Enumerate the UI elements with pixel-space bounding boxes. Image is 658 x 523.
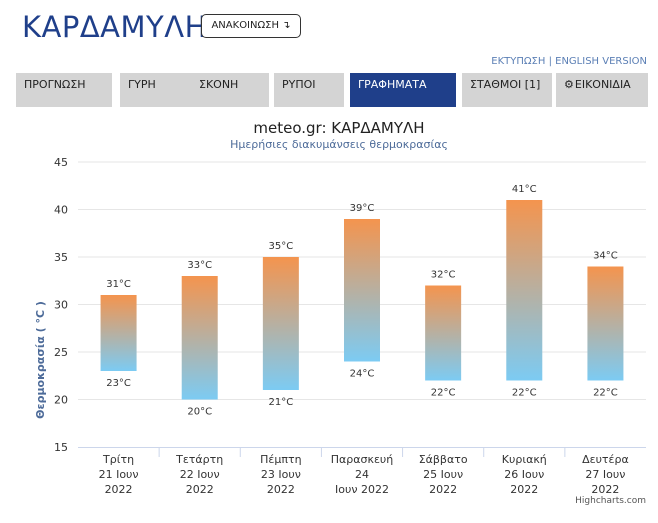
x-axis: Τρίτη 21 Ιουν 2022 Τετάρτη 22 Ιουν 2022 Πέμπτη… <box>78 447 646 496</box>
gear-icon: ⚙ <box>564 78 574 91</box>
x-tick-label: 2022 <box>510 483 538 496</box>
tab-label: ΣΚΟΝΗ <box>199 78 239 91</box>
tab-pollutants[interactable]: ΡΥΠΟΙ <box>274 73 344 107</box>
x-tick-label: 24 <box>355 468 369 481</box>
y-tick-label: 20 <box>54 394 68 407</box>
y-tick-label: 25 <box>54 346 68 359</box>
x-tick-label: 23 Ιουν <box>261 468 301 481</box>
chart-title: meteo.gr: ΚΑΡΔΑΜΥΛΗ <box>253 119 424 137</box>
x-tick-label: 27 Ιουν <box>585 468 625 481</box>
top-links: ΕΚΤΥΠΩΣΗ | ENGLISH VERSION <box>491 56 647 67</box>
tab-label: ΓΥΡΗ <box>128 78 156 91</box>
tab-label: ΓΡΑΦΗΜΑΤΑ <box>358 78 427 91</box>
x-tick-label: 2022 <box>186 483 214 496</box>
tab-icons[interactable]: ⚙ΕΙΚΟΝΙΔΙΑ <box>556 73 648 107</box>
high-temp-label: 32°C <box>431 270 456 281</box>
site-title: ΚΑΡΔΑΜΥΛΗ <box>22 10 207 44</box>
tab-stations[interactable]: ΣΤΑΘΜΟΙ [1] <box>462 73 552 107</box>
tab-charts[interactable]: ΓΡΑΦΗΜΑΤΑ <box>350 73 456 107</box>
low-temp-label: 23°C <box>106 378 131 389</box>
x-tick-label: 25 Ιουν <box>423 468 463 481</box>
temperature-chart: meteo.gr: ΚΑΡΔΑΜΥΛΗ Ημερήσιες διακυμάνσε… <box>34 119 646 506</box>
announcement-button[interactable]: ΑΝΑΚΟΙΝΩΣΗ ↴ <box>201 14 301 38</box>
tab-forecast[interactable]: ΠΡΟΓΝΩΣΗ <box>16 73 112 107</box>
tab-pollen[interactable]: ΓΥΡΗ <box>120 73 204 107</box>
temperature-bar <box>506 200 543 381</box>
temperature-bar <box>425 285 462 381</box>
x-tick-label: Τετάρτη <box>175 453 223 466</box>
x-tick-label: Παρασκευή <box>331 453 394 466</box>
y-tick-label: 40 <box>54 204 68 217</box>
tab-label: ΠΡΟΓΝΩΣΗ <box>24 78 86 91</box>
x-tick-label: 2022 <box>105 483 133 496</box>
y-tick-label: 15 <box>54 441 68 454</box>
bars <box>100 200 624 400</box>
high-temp-label: 31°C <box>106 279 131 290</box>
y-axis-title: Θερμοκρασία ( °C ) <box>34 301 47 419</box>
x-tick-label: 2022 <box>591 483 619 496</box>
x-tick-label: 2022 <box>267 483 295 496</box>
temperature-bar <box>587 266 624 381</box>
x-tick-label: 21 Ιουν <box>99 468 139 481</box>
low-temp-label: 22°C <box>431 388 456 399</box>
link-separator: | <box>545 56 556 67</box>
y-tick-label: 35 <box>54 251 68 264</box>
x-tick-label: 22 Ιουν <box>180 468 220 481</box>
data-labels: 31°C 23°C 33°C 20°C 35°C 21°C 39°C 24°C 32°C 22°C… <box>106 184 618 418</box>
x-tick-label: Πέμπτη <box>260 453 301 466</box>
temperature-bar <box>181 276 218 400</box>
low-temp-label: 21°C <box>268 397 293 408</box>
tab-label: ΡΥΠΟΙ <box>282 78 316 91</box>
x-tick-label: Τρίτη <box>102 453 134 466</box>
highcharts-credit[interactable]: Highcharts.com <box>575 496 646 506</box>
x-tick-label: 26 Ιουν <box>504 468 544 481</box>
english-version-link[interactable]: ENGLISH VERSION <box>555 56 647 67</box>
temperature-bar <box>262 257 299 390</box>
tab-dust[interactable]: ΣΚΟΝΗ <box>191 73 269 107</box>
y-tick-label: 30 <box>54 299 68 312</box>
low-temp-label: 20°C <box>187 407 212 418</box>
temperature-bar <box>344 219 380 362</box>
tab-label: ΣΤΑΘΜΟΙ [1] <box>470 78 541 91</box>
x-tick-label: 2022 <box>429 483 457 496</box>
low-temp-label: 24°C <box>350 369 375 380</box>
x-tick-label: Κυριακή <box>502 453 547 466</box>
x-tick-label: Δευτέρα <box>582 453 629 466</box>
y-axis-ticks: 15 20 25 30 35 40 45 <box>54 156 68 454</box>
x-tick-label: Σάββατο <box>419 453 468 466</box>
low-temp-label: 22°C <box>593 388 618 399</box>
high-temp-label: 39°C <box>350 203 375 214</box>
chart-subtitle: Ημερήσιες διακυμάνσεις θερμοκρασίας <box>230 138 448 151</box>
low-temp-label: 22°C <box>512 388 537 399</box>
temperature-bar <box>100 295 137 371</box>
x-tick-label: Ιουν 2022 <box>335 483 389 496</box>
high-temp-label: 33°C <box>187 260 212 271</box>
print-link[interactable]: ΕΚΤΥΠΩΣΗ <box>491 56 546 67</box>
high-temp-label: 41°C <box>512 184 537 195</box>
y-tick-label: 45 <box>54 156 68 169</box>
high-temp-label: 35°C <box>268 241 293 252</box>
tab-label: ΕΙΚΟΝΙΔΙΑ <box>574 78 631 91</box>
high-temp-label: 34°C <box>593 251 618 262</box>
